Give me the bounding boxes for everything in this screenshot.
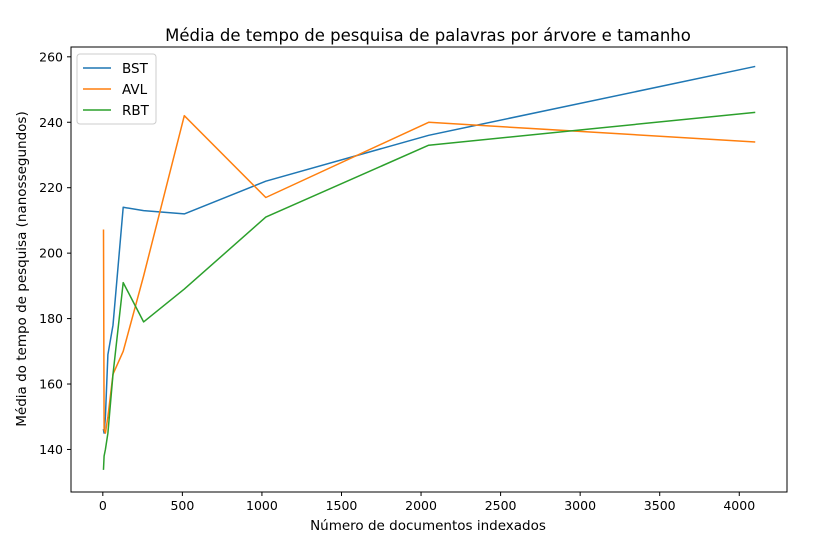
legend: BST AVL RBT bbox=[76, 53, 157, 125]
plot-area bbox=[70, 46, 788, 493]
legend-label-bst: BST bbox=[122, 61, 149, 77]
y-tick-label: 160 bbox=[39, 377, 63, 392]
chart-title: Média de tempo de pesquisa de palavras p… bbox=[165, 26, 691, 45]
y-axis: 140 160 180 200 220 240 260 bbox=[39, 49, 71, 457]
x-tick-label: 2000 bbox=[405, 498, 437, 513]
x-tick-label: 0 bbox=[99, 498, 107, 513]
y-tick-label: 140 bbox=[39, 442, 63, 457]
series-line-rbt bbox=[102, 111, 756, 470]
series-lines bbox=[102, 65, 756, 470]
x-tick-label: 1500 bbox=[326, 498, 358, 513]
x-tick-label: 3000 bbox=[564, 498, 596, 513]
series-line-bst bbox=[102, 65, 756, 434]
x-axis-label: Número de documentos indexados bbox=[310, 518, 546, 534]
y-tick-label: 260 bbox=[39, 49, 63, 64]
y-axis-label: Média do tempo de pesquisa (nanossegundo… bbox=[14, 111, 30, 426]
y-tick-label: 240 bbox=[39, 115, 63, 130]
y-tick-label: 220 bbox=[39, 180, 63, 195]
x-tick-label: 1000 bbox=[246, 498, 278, 513]
x-tick-label: 3500 bbox=[644, 498, 676, 513]
legend-label-avl: AVL bbox=[122, 82, 148, 98]
x-tick-label: 500 bbox=[170, 498, 194, 513]
legend-label-rbt: RBT bbox=[122, 103, 150, 119]
y-tick-label: 200 bbox=[39, 246, 63, 261]
x-tick-label: 2500 bbox=[485, 498, 517, 513]
legend-frame bbox=[76, 53, 157, 125]
series-line-avl bbox=[102, 114, 756, 434]
x-tick-label: 4000 bbox=[723, 498, 755, 513]
y-tick-label: 180 bbox=[39, 311, 63, 326]
x-axis: 0 500 1000 1500 2000 2500 3000 3500 4000 bbox=[99, 492, 755, 513]
